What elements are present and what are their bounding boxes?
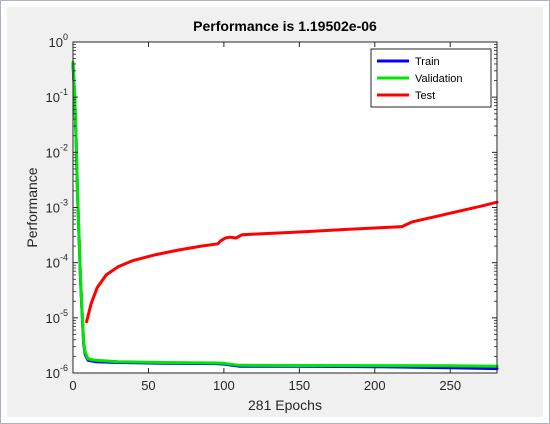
legend-label-train: Train bbox=[415, 56, 440, 68]
x-tick-label: 0 bbox=[69, 378, 76, 393]
plot-border bbox=[72, 41, 498, 374]
legend-label-validation: Validation bbox=[415, 73, 463, 85]
x-axis-label: 281 Epochs bbox=[248, 397, 322, 413]
series-line-validation bbox=[71, 60, 499, 368]
y-tick-label: 10-3 bbox=[46, 198, 68, 216]
y-tick-label: 10-5 bbox=[46, 308, 68, 326]
x-tick-label: 200 bbox=[364, 378, 386, 393]
chart-title: Performance is 1.19502e-06 bbox=[193, 18, 377, 34]
x-tick-label: 250 bbox=[439, 378, 461, 393]
y-tick-label: 100 bbox=[49, 32, 68, 50]
x-tick-label: 50 bbox=[141, 378, 155, 393]
y-tick-label: 10-1 bbox=[46, 87, 68, 105]
x-tick-label: 100 bbox=[213, 378, 235, 393]
series-line-test bbox=[85, 200, 499, 324]
legend: Train Validation Test bbox=[370, 48, 492, 108]
y-tick-label: 10-4 bbox=[46, 253, 68, 271]
x-tick-label: 150 bbox=[288, 378, 310, 393]
y-axis-label: Performance bbox=[24, 167, 40, 247]
performance-chart: Performance is 1.19502e-06 0 50 100 150 200 2… bbox=[24, 18, 499, 413]
series-layer bbox=[71, 60, 499, 371]
y-tick-label: 10-6 bbox=[46, 363, 68, 381]
y-tick-label: 10-2 bbox=[46, 142, 68, 160]
figure-background: Performance is 1.19502e-06 0 50 100 150 200 2… bbox=[7, 7, 543, 417]
legend-label-test: Test bbox=[415, 90, 435, 102]
